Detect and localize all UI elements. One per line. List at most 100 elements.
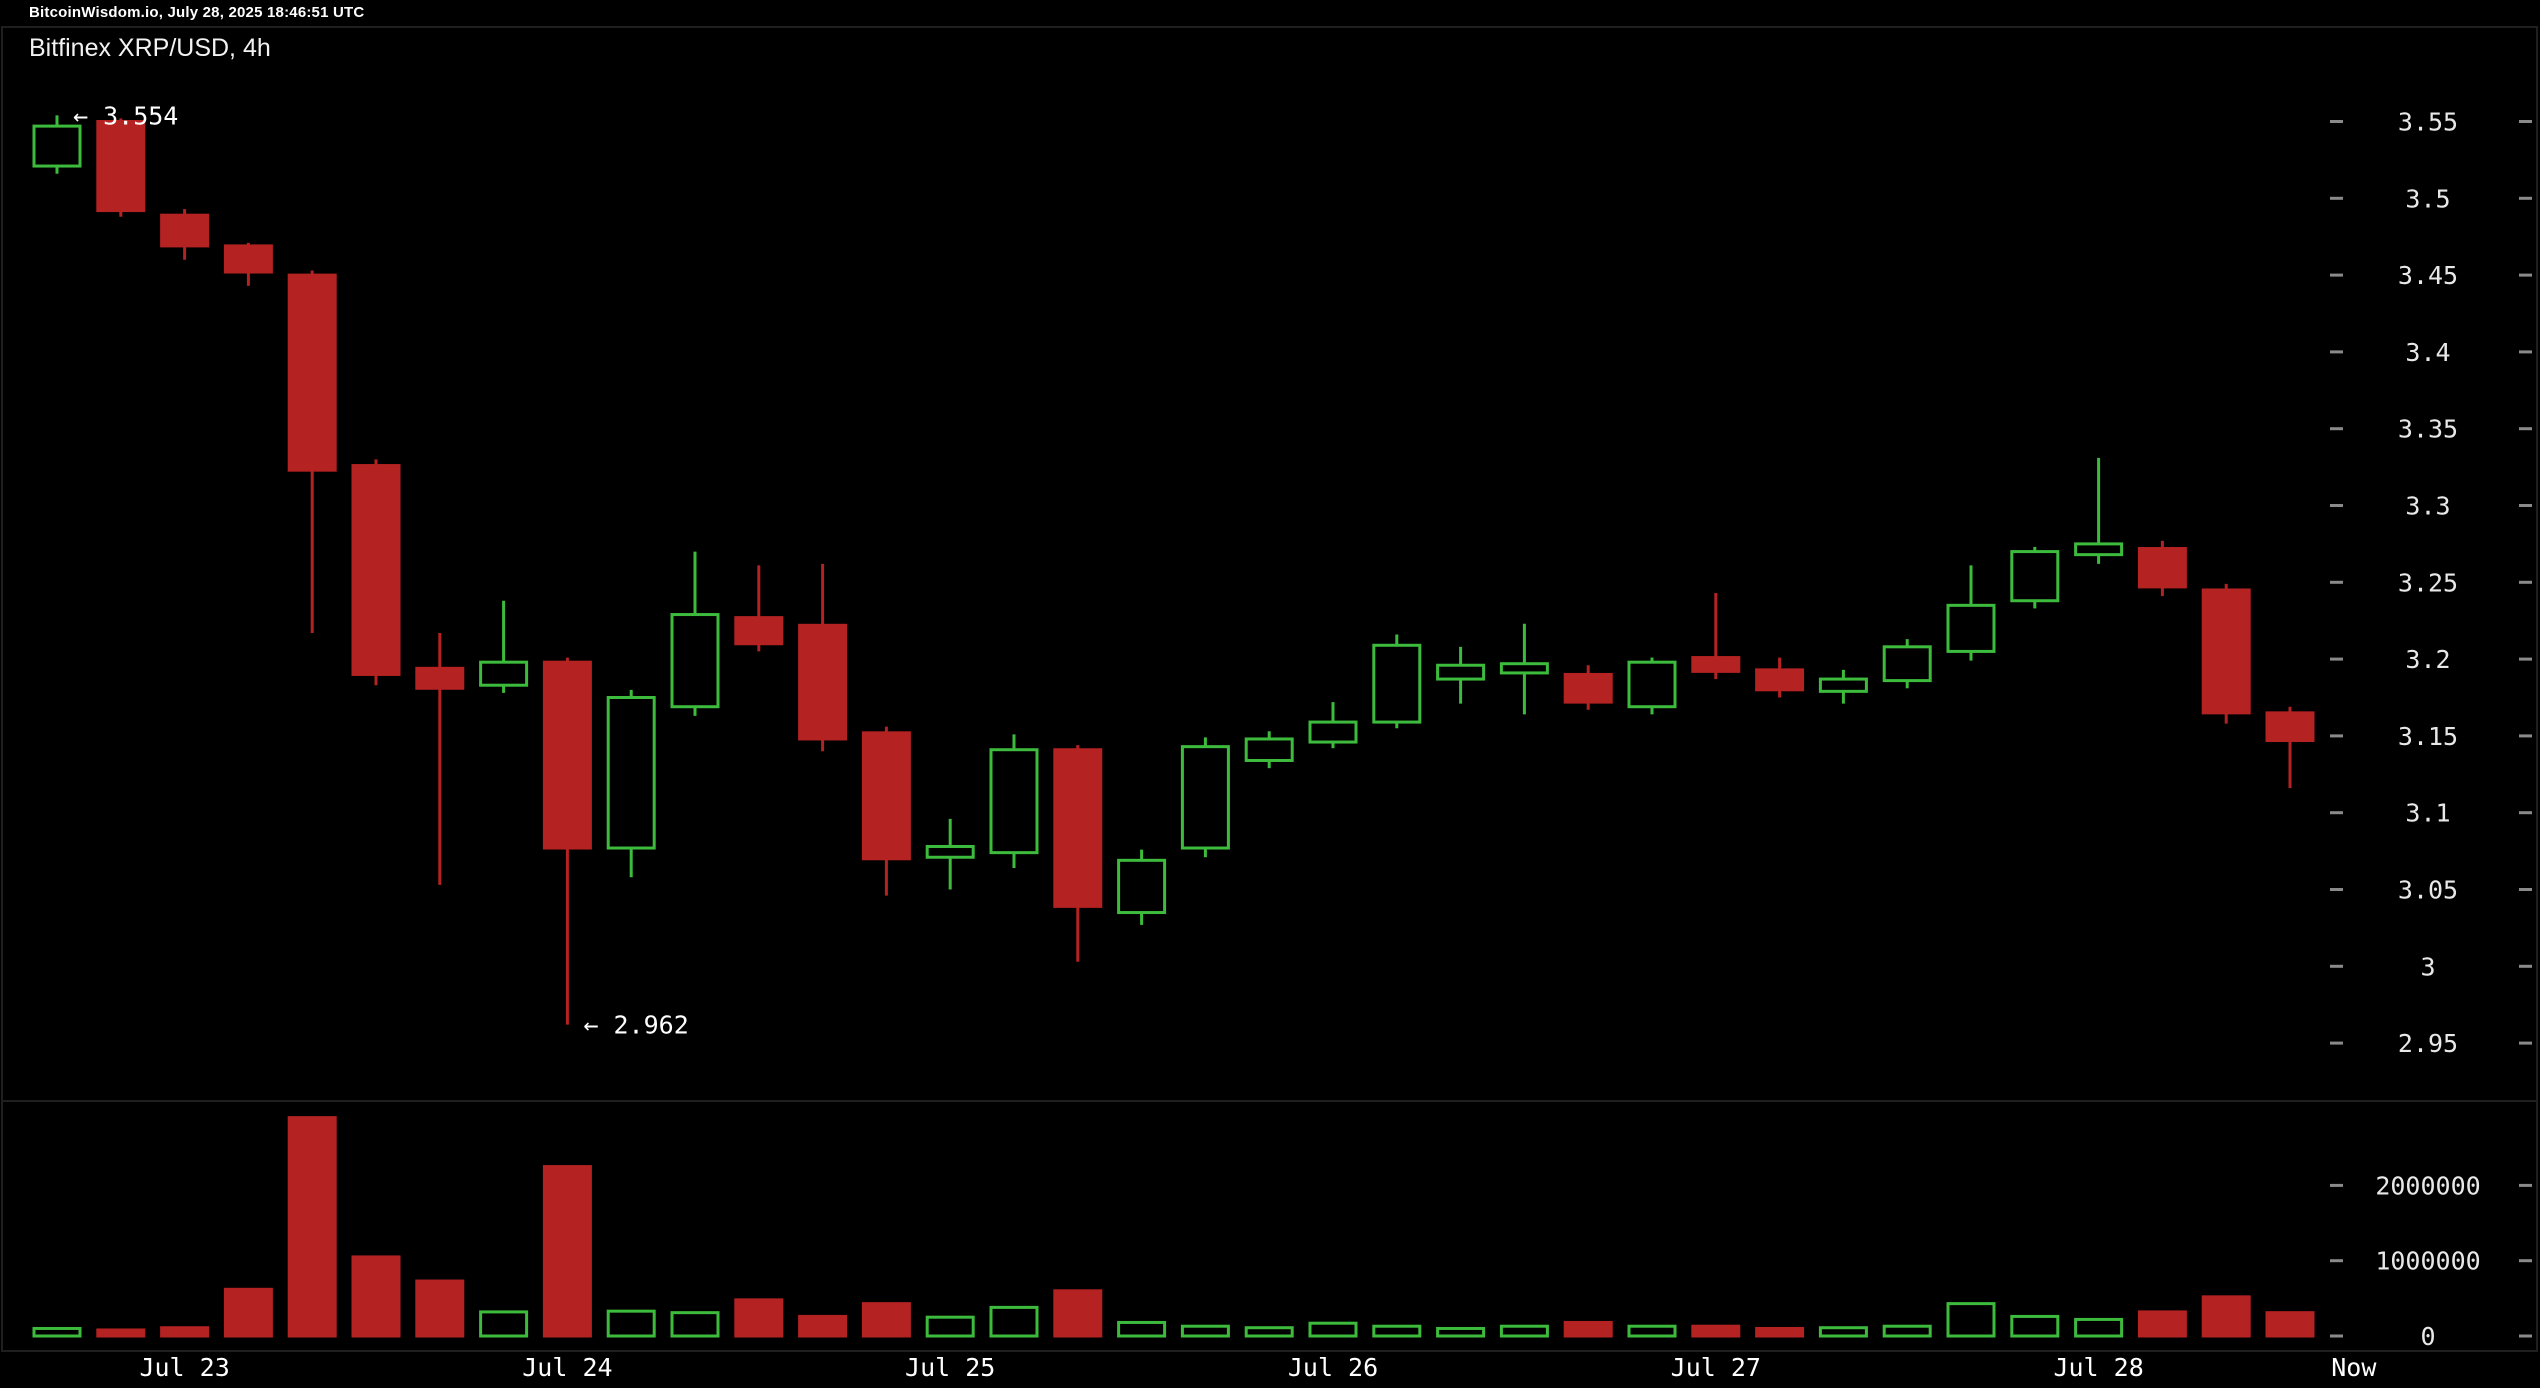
candle[interactable] <box>96 118 146 217</box>
candle[interactable] <box>2265 706 2315 789</box>
candle[interactable] <box>734 565 784 652</box>
candle[interactable] <box>2010 546 2060 609</box>
candle[interactable] <box>2137 540 2187 597</box>
candle-body <box>1180 745 1230 850</box>
volume-bar-rect <box>1053 1289 1103 1338</box>
candle[interactable] <box>798 563 848 752</box>
candle[interactable] <box>1946 565 1996 661</box>
candle[interactable] <box>670 551 720 716</box>
volume-bar-rect <box>1372 1324 1422 1338</box>
price-annotation: ← 2.962 <box>583 1011 688 1040</box>
candle-body <box>287 273 337 472</box>
volume-bar[interactable] <box>2010 1314 2060 1338</box>
x-axis-label: Jul 27 <box>1671 1353 1761 1382</box>
candle-body <box>798 623 848 741</box>
candle[interactable] <box>606 689 656 878</box>
volume-bar[interactable] <box>1882 1324 1932 1338</box>
candle[interactable] <box>479 600 529 693</box>
candle[interactable] <box>1882 639 1932 689</box>
price-axis-label: 3 <box>2420 952 2435 981</box>
volume-bar[interactable] <box>989 1305 1039 1338</box>
candle[interactable] <box>1244 731 1294 769</box>
volume-bar[interactable] <box>925 1315 975 1338</box>
candle[interactable] <box>1818 669 1868 704</box>
volume-bar[interactable] <box>1180 1324 1230 1338</box>
price-axis-label: 3.5 <box>2405 184 2450 213</box>
volume-bar[interactable] <box>1117 1320 1167 1338</box>
volume-bar[interactable] <box>479 1310 529 1338</box>
volume-bar-rect <box>1755 1326 1805 1338</box>
chart-frame <box>1 26 2538 1352</box>
volume-bar[interactable] <box>542 1165 592 1338</box>
candle[interactable] <box>1180 737 1230 858</box>
candle[interactable] <box>1755 657 1805 698</box>
candle[interactable] <box>287 270 337 633</box>
volume-bar-rect <box>351 1255 401 1338</box>
candle[interactable] <box>1563 665 1613 710</box>
volume-bar[interactable] <box>1244 1326 1294 1338</box>
candle-body <box>670 613 720 709</box>
candle[interactable] <box>1372 634 1422 729</box>
volume-bar[interactable] <box>2074 1317 2124 1338</box>
volume-bar[interactable] <box>2137 1310 2187 1338</box>
volume-bar[interactable] <box>1308 1321 1358 1338</box>
candle[interactable] <box>1436 646 1486 704</box>
volume-bar[interactable] <box>606 1309 656 1338</box>
candle[interactable] <box>989 734 1039 868</box>
volume-bar[interactable] <box>351 1255 401 1338</box>
volume-bar[interactable] <box>1053 1289 1103 1338</box>
volume-bar[interactable] <box>415 1279 465 1338</box>
volume-bar-rect <box>1691 1324 1741 1338</box>
candle[interactable] <box>160 209 210 260</box>
volume-bar[interactable] <box>1372 1324 1422 1338</box>
price-axis-label: 3.05 <box>2398 876 2458 905</box>
candle[interactable] <box>542 657 592 1025</box>
volume-bar[interactable] <box>1755 1326 1805 1338</box>
volume-bar[interactable] <box>861 1302 911 1338</box>
volume-bar[interactable] <box>1691 1324 1741 1338</box>
volume-bar-rect <box>1946 1302 1996 1338</box>
candle[interactable] <box>1691 593 1741 680</box>
candle[interactable] <box>1053 745 1103 962</box>
volume-bar[interactable] <box>798 1314 848 1338</box>
volume-bar[interactable] <box>1563 1320 1613 1338</box>
volume-bar[interactable] <box>1436 1326 1486 1338</box>
volume-bar[interactable] <box>2265 1311 2315 1338</box>
candle[interactable] <box>925 818 975 890</box>
volume-bar[interactable] <box>2201 1295 2251 1338</box>
volume-bar[interactable] <box>1627 1324 1677 1338</box>
candle[interactable] <box>351 459 401 686</box>
candle-body <box>1882 645 1932 683</box>
candle-body <box>2265 711 2315 743</box>
volume-bar[interactable] <box>287 1116 337 1338</box>
volume-bar-rect <box>1499 1324 1549 1338</box>
volume-bar-rect <box>1882 1324 1932 1338</box>
candle[interactable] <box>32 115 82 174</box>
volume-bar[interactable] <box>32 1326 82 1338</box>
volume-bar[interactable] <box>96 1328 146 1338</box>
candle-body <box>1691 656 1741 673</box>
candle[interactable] <box>223 242 273 286</box>
candle[interactable] <box>861 726 911 896</box>
volume-bar[interactable] <box>1499 1324 1549 1338</box>
candle[interactable] <box>2201 583 2251 724</box>
candle-body <box>1499 662 1549 675</box>
candle[interactable] <box>1117 849 1167 925</box>
volume-bar[interactable] <box>223 1287 273 1338</box>
volume-bar-rect <box>1180 1324 1230 1338</box>
price-annotation: ← 3.554 <box>73 101 178 130</box>
volume-bar-rect <box>160 1326 210 1338</box>
volume-bar[interactable] <box>1818 1326 1868 1338</box>
candle[interactable] <box>1499 623 1549 715</box>
candle[interactable] <box>415 632 465 885</box>
volume-bar[interactable] <box>670 1311 720 1338</box>
candle[interactable] <box>2074 457 2124 564</box>
price-axis-label: 3.45 <box>2398 261 2458 290</box>
volume-bar[interactable] <box>1946 1302 1996 1338</box>
candle[interactable] <box>1308 702 1358 749</box>
volume-bar[interactable] <box>160 1326 210 1338</box>
volume-bar[interactable] <box>734 1298 784 1338</box>
candle[interactable] <box>1627 657 1677 715</box>
candle-body <box>32 124 82 168</box>
